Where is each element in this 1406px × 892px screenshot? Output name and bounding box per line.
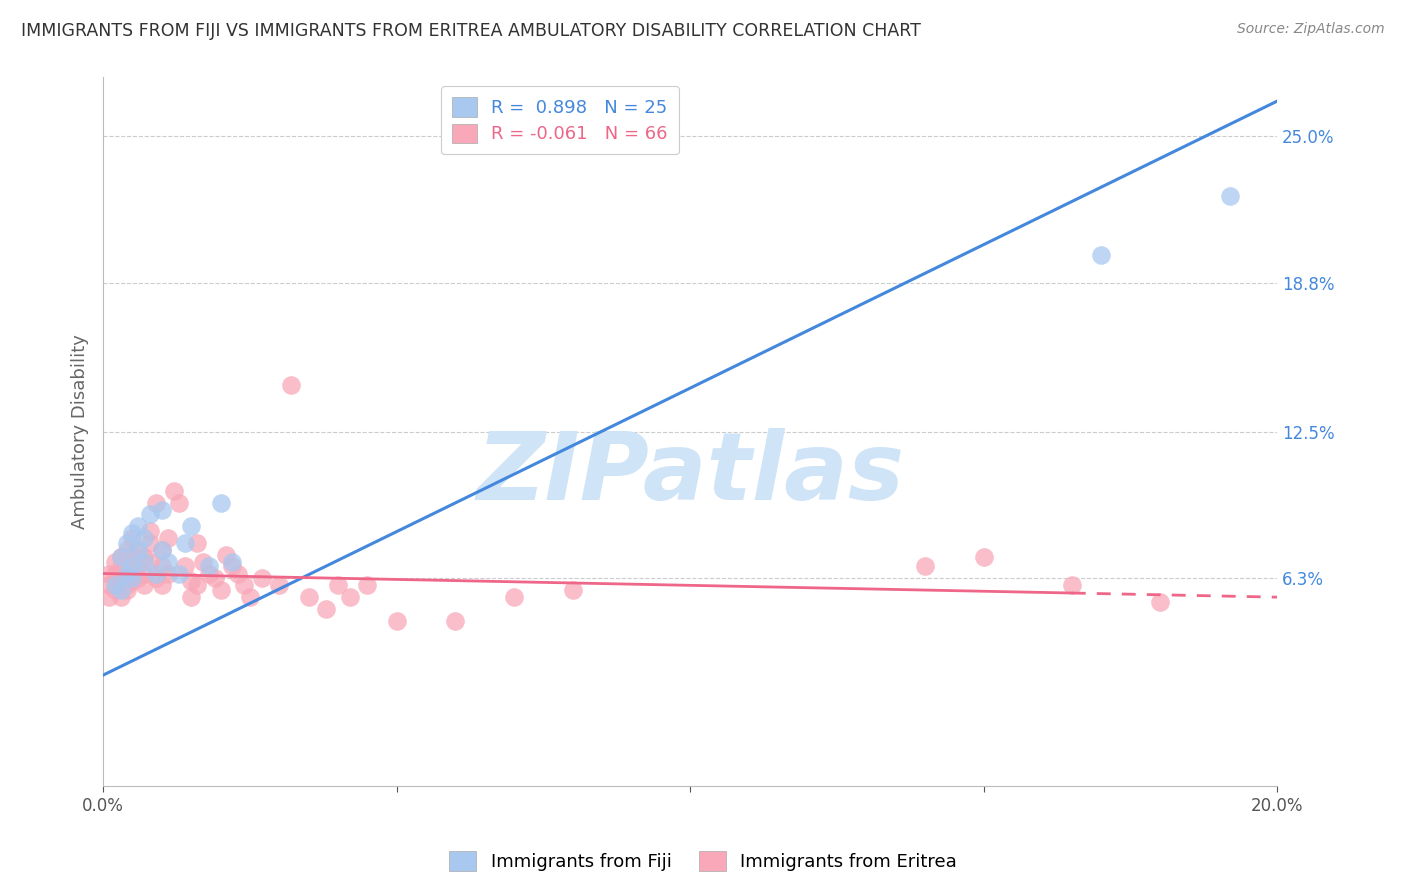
Point xyxy=(297,590,319,604)
Point xyxy=(110,549,132,564)
Point xyxy=(198,566,221,581)
Point xyxy=(145,566,167,581)
Point xyxy=(110,590,132,604)
Point xyxy=(191,555,214,569)
Point xyxy=(110,549,132,564)
Point xyxy=(121,531,143,545)
Point xyxy=(444,614,467,628)
Point xyxy=(139,508,162,522)
Point xyxy=(280,377,302,392)
Point xyxy=(174,559,197,574)
Point xyxy=(139,524,162,538)
Point xyxy=(150,578,173,592)
Text: Source: ZipAtlas.com: Source: ZipAtlas.com xyxy=(1237,22,1385,37)
Point xyxy=(121,526,143,541)
Point xyxy=(250,571,273,585)
Point xyxy=(326,578,349,592)
Text: ZIPatlas: ZIPatlas xyxy=(477,428,904,520)
Point xyxy=(115,583,138,598)
Point xyxy=(180,519,202,533)
Point xyxy=(269,578,291,592)
Point xyxy=(239,590,262,604)
Point xyxy=(139,555,162,569)
Point xyxy=(169,496,191,510)
Point xyxy=(145,496,167,510)
Point xyxy=(98,566,121,581)
Point xyxy=(98,590,121,604)
Point xyxy=(169,566,191,581)
Point xyxy=(104,578,127,592)
Point xyxy=(134,531,156,545)
Point xyxy=(221,559,243,574)
Point xyxy=(134,555,156,569)
Point xyxy=(115,542,138,557)
Point xyxy=(104,555,127,569)
Point xyxy=(150,542,173,557)
Point xyxy=(1149,595,1171,609)
Point xyxy=(233,578,256,592)
Point xyxy=(150,542,173,557)
Point xyxy=(110,583,132,598)
Point xyxy=(98,578,121,592)
Point xyxy=(162,483,184,498)
Point xyxy=(180,574,202,588)
Text: IMMIGRANTS FROM FIJI VS IMMIGRANTS FROM ERITREA AMBULATORY DISABILITY CORRELATIO: IMMIGRANTS FROM FIJI VS IMMIGRANTS FROM … xyxy=(21,22,921,40)
Point xyxy=(150,559,173,574)
Point xyxy=(198,559,221,574)
Point xyxy=(115,566,138,581)
Point xyxy=(186,536,208,550)
Point xyxy=(204,571,226,585)
Point xyxy=(174,536,197,550)
Point xyxy=(110,559,132,574)
Point xyxy=(121,574,143,588)
Point xyxy=(209,496,232,510)
Point xyxy=(127,542,149,557)
Point xyxy=(180,590,202,604)
Point xyxy=(385,614,408,628)
Point xyxy=(503,590,526,604)
Point xyxy=(914,559,936,574)
Point xyxy=(221,555,243,569)
Point xyxy=(127,519,149,533)
Point xyxy=(115,536,138,550)
Legend: R =  0.898   N = 25, R = -0.061   N = 66: R = 0.898 N = 25, R = -0.061 N = 66 xyxy=(441,87,679,154)
Point xyxy=(1219,188,1241,202)
Point xyxy=(215,548,238,562)
Point xyxy=(156,566,179,581)
Point xyxy=(561,583,583,598)
Point xyxy=(134,578,156,592)
Point xyxy=(115,566,138,581)
Point xyxy=(150,502,173,516)
Point xyxy=(145,571,167,585)
Point xyxy=(315,602,337,616)
Point xyxy=(127,542,149,557)
Point xyxy=(115,578,138,592)
Point xyxy=(973,549,995,564)
Point xyxy=(156,555,179,569)
Point xyxy=(356,578,378,592)
Point xyxy=(134,549,156,564)
Point xyxy=(156,531,179,545)
Point xyxy=(121,548,143,562)
Point xyxy=(209,583,232,598)
Point xyxy=(134,566,156,581)
Point xyxy=(226,566,249,581)
Point xyxy=(1090,247,1112,261)
Y-axis label: Ambulatory Disability: Ambulatory Disability xyxy=(72,334,89,529)
Point xyxy=(1060,578,1083,592)
Point xyxy=(127,559,149,574)
Point xyxy=(139,536,162,550)
Point xyxy=(104,566,127,581)
Point xyxy=(121,566,143,581)
Point xyxy=(104,583,127,598)
Point xyxy=(339,590,361,604)
Point xyxy=(186,578,208,592)
Point xyxy=(121,559,143,574)
Point xyxy=(127,571,149,585)
Point xyxy=(110,571,132,585)
Legend: Immigrants from Fiji, Immigrants from Eritrea: Immigrants from Fiji, Immigrants from Er… xyxy=(441,844,965,879)
Point xyxy=(121,571,143,585)
